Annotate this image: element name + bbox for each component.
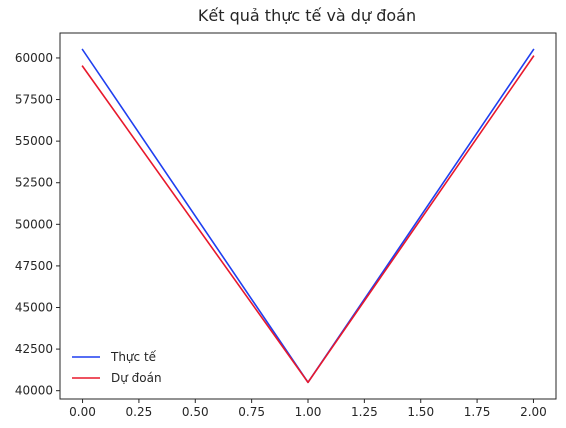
x-tick-label: 1.25 <box>351 405 378 419</box>
y-tick-label: 45000 <box>15 301 53 315</box>
x-tick-label: 1.75 <box>464 405 491 419</box>
y-tick-label: 60000 <box>15 51 53 65</box>
series-line-1 <box>81 48 535 384</box>
x-tick-label: 0.50 <box>182 405 209 419</box>
plot-area: 0.00 0.25 0.50 0.75 1.00 1.25 1.50 1.75 2.00 4000… <box>15 32 557 419</box>
x-tick-label: 1.00 <box>295 405 322 419</box>
x-tick-label: 0.00 <box>69 405 96 419</box>
chart-title: Kết quả thực tế và dự đoán <box>198 6 416 25</box>
y-tick-label: 47500 <box>15 259 53 273</box>
y-tick-label: 57500 <box>15 93 53 107</box>
axes-frame <box>59 32 557 400</box>
series-line-2 <box>81 55 535 384</box>
x-tick-label: 2.00 <box>520 405 547 419</box>
y-tick-label: 40000 <box>15 384 53 398</box>
legend-label-1: Thực tế <box>110 350 157 364</box>
x-tick-label: 0.25 <box>126 405 153 419</box>
y-tick-label: 42500 <box>15 342 53 356</box>
x-tick-label: 1.50 <box>407 405 434 419</box>
y-tick-label: 50000 <box>15 217 53 231</box>
y-tick-label: 55000 <box>15 134 53 148</box>
x-tick-label: 0.75 <box>238 405 265 419</box>
y-tick-label: 52500 <box>15 176 53 190</box>
legend-label-2: Dự đoán <box>111 371 162 385</box>
